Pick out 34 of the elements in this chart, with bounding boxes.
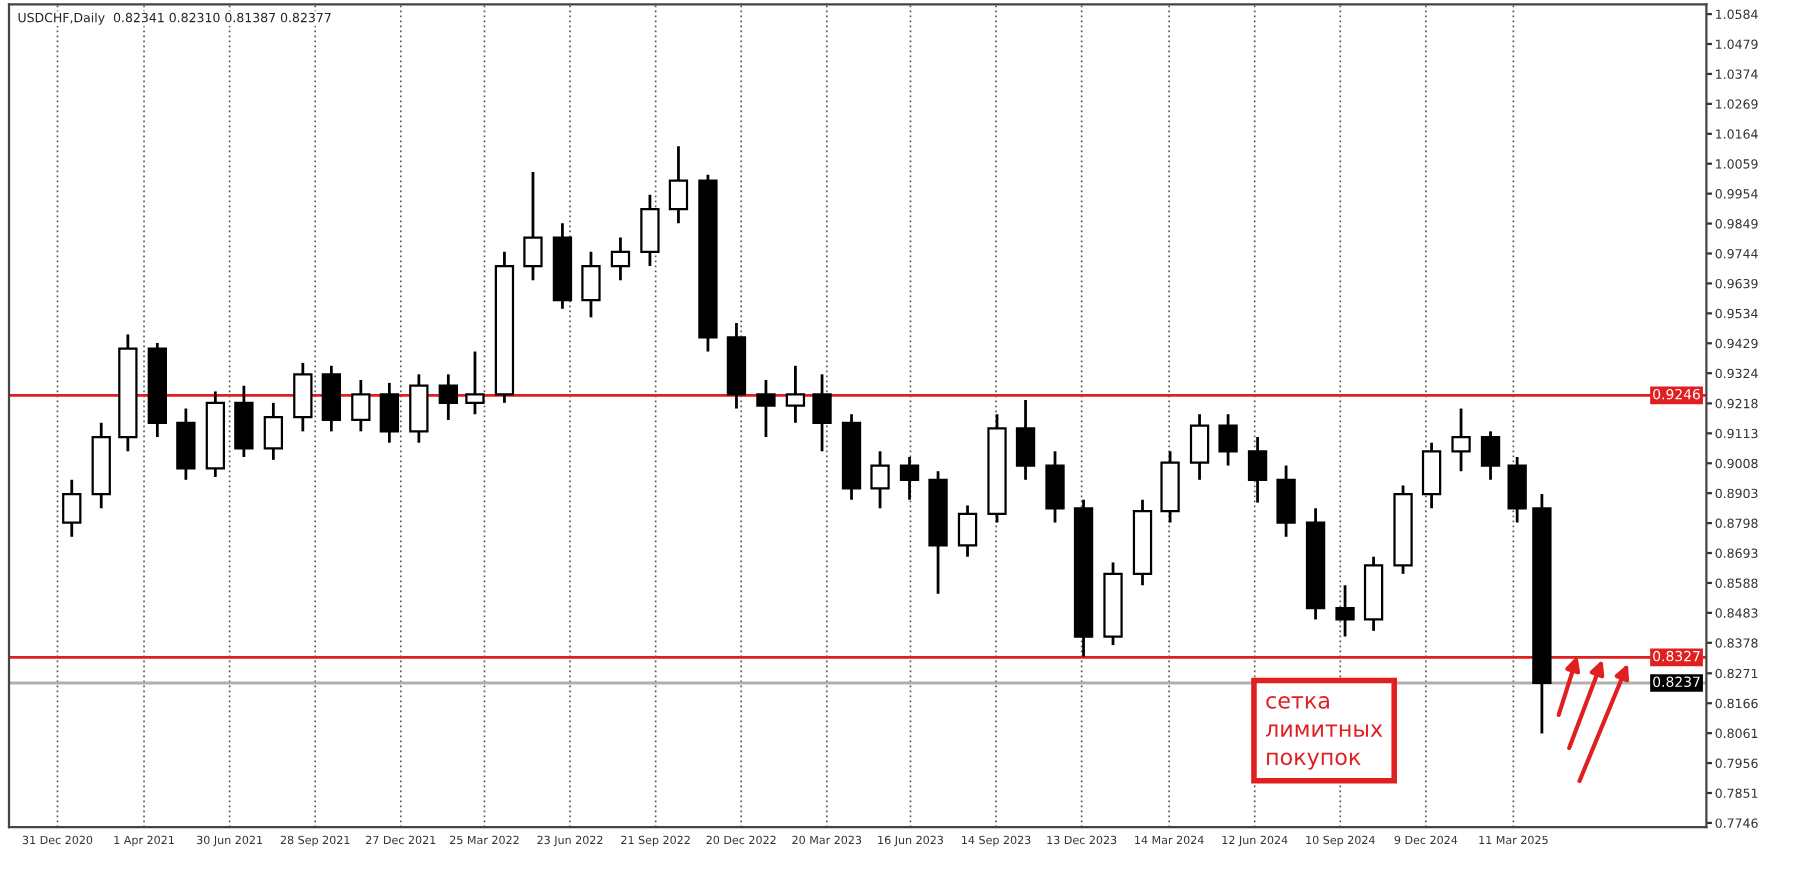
candlestick xyxy=(409,372,429,445)
candlestick xyxy=(1015,398,1036,482)
candlestick xyxy=(321,364,342,433)
candlestick xyxy=(581,250,601,319)
candlestick xyxy=(351,378,371,433)
candlestick xyxy=(176,407,196,482)
candlestick xyxy=(523,170,543,282)
candlestick xyxy=(1335,583,1355,638)
candlestick xyxy=(1045,449,1065,524)
candlestick xyxy=(62,478,82,539)
candlestick xyxy=(1247,435,1268,504)
candlestick xyxy=(899,455,920,502)
candlestick xyxy=(957,504,978,559)
candlestick xyxy=(785,364,806,425)
candlestick xyxy=(234,384,254,459)
candlestick xyxy=(812,372,832,453)
candlestick xyxy=(293,361,313,433)
candlestick xyxy=(1421,441,1442,510)
candlestick xyxy=(1276,464,1296,539)
candlestick xyxy=(438,372,458,422)
candlestick xyxy=(756,378,776,439)
candlestick xyxy=(610,236,631,282)
candlestick xyxy=(379,381,400,445)
candlestick xyxy=(870,449,890,510)
annotation: сетка лимитных покупок xyxy=(1265,696,1383,770)
candlestick xyxy=(1451,407,1471,473)
candlestick xyxy=(668,144,689,225)
candlestick xyxy=(640,193,660,268)
candlestick xyxy=(263,401,284,462)
candlestick xyxy=(465,350,485,416)
candlestick xyxy=(1218,412,1238,467)
candlestick xyxy=(1480,429,1501,482)
candlestick xyxy=(1507,455,1527,524)
candlestick xyxy=(1189,412,1210,482)
